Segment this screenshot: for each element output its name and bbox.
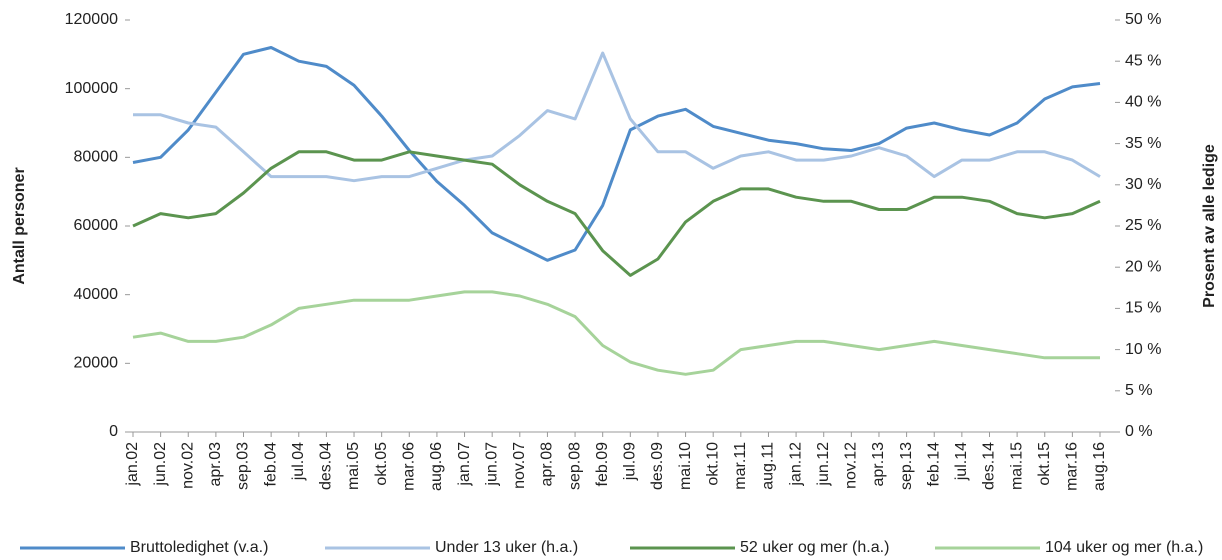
x-tick-label: jun.07	[483, 442, 500, 487]
y2-tick-label: 5 %	[1125, 382, 1153, 399]
x-tick-label: jan.12	[787, 442, 804, 487]
series-line	[132, 290, 1100, 376]
y2-axis-title: Prosent av alle ledige	[1201, 144, 1218, 308]
x-tick-label: feb.04	[262, 442, 279, 487]
legend-label: 104 uker og mer (h.a.)	[1045, 539, 1203, 556]
y2-tick-label: 20 %	[1125, 258, 1161, 275]
x-tick-label: aug.16	[1091, 442, 1108, 491]
x-tick-label: mar.06	[401, 442, 418, 491]
y-tick-label: 60000	[74, 217, 119, 234]
series-line	[132, 46, 1101, 262]
x-tick-label: nov.02	[179, 442, 196, 489]
x-tick-label: jan.02	[124, 442, 141, 487]
x-tick-label: feb.09	[594, 442, 611, 487]
y2-tick-label: 15 %	[1125, 300, 1161, 317]
x-tick-label: feb.14	[925, 442, 942, 487]
y2-tick-label: 45 %	[1125, 52, 1161, 69]
x-tick-label: aug.06	[428, 442, 445, 491]
x-tick-label: jul.14	[953, 442, 970, 481]
x-tick-label: mar.16	[1064, 442, 1081, 491]
x-tick-label: nov.12	[843, 442, 860, 489]
y-tick-label: 120000	[65, 11, 118, 28]
x-tick-label: apr.03	[207, 442, 224, 487]
x-tick-label: okt.15	[1036, 442, 1053, 486]
series-line	[133, 51, 1101, 183]
x-tick-label: nov.07	[511, 442, 528, 489]
x-tick-label: okt.10	[704, 442, 721, 486]
x-tick-label: apr.08	[539, 442, 556, 487]
x-tick-label: jun.02	[152, 442, 169, 487]
y2-tick-label: 50 %	[1125, 11, 1161, 28]
y-tick-label: 0	[109, 423, 118, 440]
y-tick-label: 40000	[74, 286, 119, 303]
x-tick-label: jun.12	[815, 442, 832, 487]
x-tick-label: jan.07	[456, 442, 473, 487]
x-tick-label: mai.05	[345, 442, 362, 490]
legend-label: 52 uker og mer (h.a.)	[740, 539, 889, 556]
x-tick-label: mai.10	[677, 442, 694, 490]
y-axis-title: Antall personer	[11, 167, 28, 284]
x-tick-label: mar.11	[732, 442, 749, 490]
y2-tick-label: 35 %	[1125, 135, 1161, 152]
x-tick-label: jul.04	[290, 442, 307, 481]
legend-label: Under 13 uker (h.a.)	[435, 539, 578, 556]
y2-tick-label: 30 %	[1125, 176, 1161, 193]
y-tick-label: 20000	[74, 355, 119, 372]
y-tick-label: 100000	[65, 80, 118, 97]
x-tick-label: mai.15	[1008, 442, 1025, 490]
legend-label: Bruttoledighet (v.a.)	[130, 539, 268, 556]
y2-tick-label: 40 %	[1125, 94, 1161, 111]
x-tick-label: jul.09	[622, 442, 639, 481]
y-tick-label: 80000	[74, 149, 119, 166]
x-tick-label: apr.13	[870, 442, 887, 487]
x-tick-label: sep.13	[898, 442, 915, 490]
x-tick-label: aug.11	[760, 442, 777, 490]
x-tick-label: des.14	[981, 442, 998, 490]
y2-tick-label: 10 %	[1125, 341, 1161, 358]
x-tick-label: des.04	[318, 442, 335, 490]
x-tick-label: sep.03	[235, 442, 252, 490]
x-tick-label: sep.08	[566, 442, 583, 490]
y2-tick-label: 25 %	[1125, 217, 1161, 234]
x-tick-label: okt.05	[373, 442, 390, 486]
y2-tick-label: 0 %	[1125, 423, 1153, 440]
x-tick-label: des.09	[649, 442, 666, 490]
series-line	[132, 150, 1101, 277]
